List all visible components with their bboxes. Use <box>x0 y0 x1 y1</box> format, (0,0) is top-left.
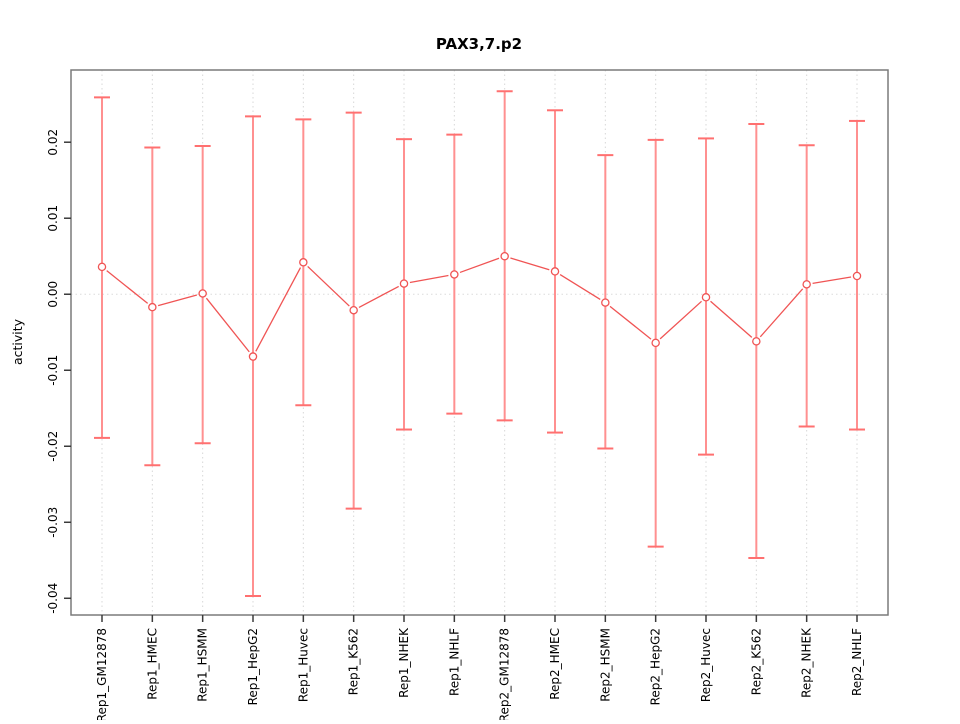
chart-title: PAX3,7.p2 <box>436 35 522 53</box>
error-bars-group <box>94 90 865 597</box>
connector-segment <box>307 265 350 307</box>
data-point <box>198 289 207 298</box>
data-point <box>299 258 308 267</box>
x-axis-category-label: Rep1_HMEC <box>145 628 159 700</box>
gridlines-group <box>71 70 888 615</box>
connector-segment <box>255 267 302 352</box>
x-axis-category-label: Rep2_NHEK <box>800 627 814 698</box>
y-axis-tick-label: 0.00 <box>46 281 60 308</box>
y-axis-tick-label: -0.02 <box>46 431 60 462</box>
data-point <box>802 280 811 289</box>
x-axis-category-label: Rep2_K562 <box>749 628 763 695</box>
connector-segment <box>812 276 852 285</box>
connector-lines-group <box>106 257 852 353</box>
connector-segment <box>559 274 601 300</box>
connector-segment <box>358 285 399 308</box>
data-point <box>752 337 761 346</box>
connector-segment <box>459 257 500 274</box>
connector-segment <box>759 288 804 338</box>
x-axis-category-label: Rep1_Huvec <box>296 628 310 702</box>
x-axis-category-label: Rep2_NHLF <box>850 628 864 696</box>
connector-segment <box>106 270 149 304</box>
y-axis-tick-label: -0.01 <box>46 355 60 386</box>
axis-ticks-and-labels-group: 0.02 0.01 0.00 -0.01 -0.02 -0.03 -0.04 Rep1_GM1… <box>46 129 864 722</box>
plot-frame-group <box>70 69 889 616</box>
x-axis-category-label: Rep2_GM12878 <box>498 628 512 720</box>
data-point <box>148 302 157 312</box>
x-axis-category-label: Rep1_K562 <box>347 628 361 695</box>
data-point <box>97 262 107 272</box>
y-axis-title: activity <box>10 318 25 365</box>
connector-segment <box>205 297 250 353</box>
x-axis-category-label: Rep1_NHLF <box>447 628 461 696</box>
x-axis-category-label: Rep1_HepG2 <box>246 628 260 705</box>
data-points-group <box>97 251 862 361</box>
y-axis-tick-label: 0.01 <box>46 205 60 232</box>
connector-segment <box>510 257 550 271</box>
x-axis-category-label: Rep2_HepG2 <box>649 628 663 705</box>
x-axis-category-label: Rep1_NHEK <box>397 627 411 698</box>
data-point <box>550 267 560 276</box>
data-point <box>852 271 862 281</box>
y-axis-tick-label: -0.03 <box>46 507 60 538</box>
connector-segment <box>659 300 702 340</box>
data-point <box>399 279 409 288</box>
x-axis-category-label: Rep1_GM12878 <box>95 628 109 720</box>
x-axis-category-label: Rep2_HSMM <box>598 628 612 702</box>
y-axis-tick-label: -0.04 <box>46 583 60 614</box>
data-point <box>500 251 509 261</box>
x-axis-category-label: Rep2_HMEC <box>548 628 562 700</box>
connector-segment <box>409 274 449 284</box>
x-axis-category-label: Rep1_HSMM <box>196 628 210 702</box>
x-axis-category-label: Rep2_Huvec <box>699 628 713 702</box>
data-point <box>701 293 711 302</box>
data-point <box>651 338 660 348</box>
data-point <box>601 298 610 307</box>
data-point <box>248 352 258 361</box>
y-axis-tick-label: 0.02 <box>46 129 60 156</box>
connector-segment <box>157 294 198 307</box>
connector-segment <box>609 305 652 340</box>
connector-segment <box>710 300 753 338</box>
plot-frame <box>70 69 889 616</box>
data-point <box>450 270 459 279</box>
data-point <box>349 305 358 315</box>
